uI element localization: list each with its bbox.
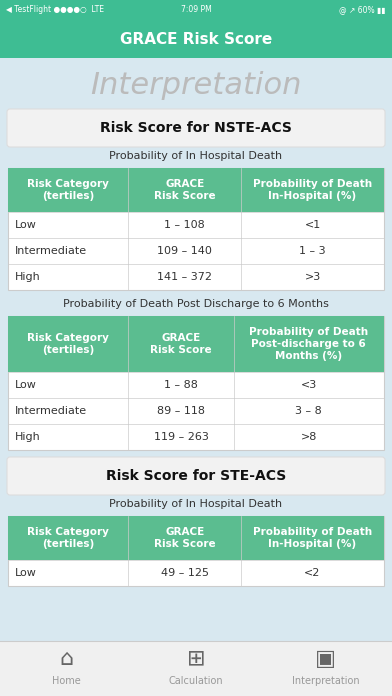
Text: ▣: ▣ xyxy=(315,649,336,669)
Text: Intermediate: Intermediate xyxy=(15,406,87,416)
FancyBboxPatch shape xyxy=(7,457,385,495)
Text: Low: Low xyxy=(15,220,37,230)
Text: >8: >8 xyxy=(301,432,317,442)
Bar xyxy=(0,20,392,58)
Text: Probability of Death
Post-discharge to 6
Months (%): Probability of Death Post-discharge to 6… xyxy=(249,327,368,361)
Text: GRACE
Risk Score: GRACE Risk Score xyxy=(150,333,212,355)
Text: High: High xyxy=(15,432,41,442)
Bar xyxy=(8,316,384,372)
Bar xyxy=(8,516,384,560)
Text: ◀ TestFlight ●●●●○  LTE: ◀ TestFlight ●●●●○ LTE xyxy=(6,6,104,15)
Bar xyxy=(8,316,384,450)
Text: <1: <1 xyxy=(305,220,321,230)
Text: Risk Category
(tertiles): Risk Category (tertiles) xyxy=(27,527,109,549)
Text: GRACE
Risk Score: GRACE Risk Score xyxy=(154,527,216,549)
Bar xyxy=(8,168,384,212)
Bar xyxy=(8,516,384,586)
Text: Probability of In Hospital Death: Probability of In Hospital Death xyxy=(109,499,283,509)
Text: ⊞: ⊞ xyxy=(187,649,205,669)
Text: Calculation: Calculation xyxy=(169,676,223,686)
Text: Risk Score for NSTE-ACS: Risk Score for NSTE-ACS xyxy=(100,121,292,135)
Text: Probability of In Hospital Death: Probability of In Hospital Death xyxy=(109,151,283,161)
Text: 1 – 3: 1 – 3 xyxy=(299,246,326,256)
FancyBboxPatch shape xyxy=(7,109,385,147)
Text: 7:09 PM: 7:09 PM xyxy=(181,6,211,15)
Text: <3: <3 xyxy=(301,380,317,390)
Text: Risk Category
(tertiles): Risk Category (tertiles) xyxy=(27,179,109,201)
Text: 119 – 263: 119 – 263 xyxy=(154,432,209,442)
Text: 109 – 140: 109 – 140 xyxy=(157,246,212,256)
Bar xyxy=(0,0,392,20)
Text: Probability of Death
In-Hospital (%): Probability of Death In-Hospital (%) xyxy=(253,527,372,549)
Text: Low: Low xyxy=(15,380,37,390)
Text: Low: Low xyxy=(15,568,37,578)
Text: 141 – 372: 141 – 372 xyxy=(157,272,212,282)
Text: 1 – 88: 1 – 88 xyxy=(164,380,198,390)
Bar xyxy=(0,641,392,696)
Text: 3 – 8: 3 – 8 xyxy=(296,406,322,416)
Bar xyxy=(8,168,384,290)
Text: Probability of Death
In-Hospital (%): Probability of Death In-Hospital (%) xyxy=(253,179,372,201)
Text: Risk Category
(tertiles): Risk Category (tertiles) xyxy=(27,333,109,355)
Text: Home: Home xyxy=(52,676,81,686)
Text: 1 – 108: 1 – 108 xyxy=(164,220,205,230)
Text: <2: <2 xyxy=(304,568,321,578)
Text: GRACE Risk Score: GRACE Risk Score xyxy=(120,31,272,47)
Text: GRACE
Risk Score: GRACE Risk Score xyxy=(154,179,216,201)
Text: Probability of Death Post Discharge to 6 Months: Probability of Death Post Discharge to 6… xyxy=(63,299,329,309)
Text: Risk Score for STE-ACS: Risk Score for STE-ACS xyxy=(106,469,286,483)
Text: High: High xyxy=(15,272,41,282)
Text: >3: >3 xyxy=(305,272,321,282)
Text: Intermediate: Intermediate xyxy=(15,246,87,256)
Text: Interpretation: Interpretation xyxy=(90,70,302,100)
Text: 89 – 118: 89 – 118 xyxy=(157,406,205,416)
Text: @ ↗ 60% ▮▮: @ ↗ 60% ▮▮ xyxy=(339,6,386,15)
Text: ⌂: ⌂ xyxy=(60,649,74,669)
Text: 49 – 125: 49 – 125 xyxy=(161,568,209,578)
Text: Interpretation: Interpretation xyxy=(292,676,359,686)
